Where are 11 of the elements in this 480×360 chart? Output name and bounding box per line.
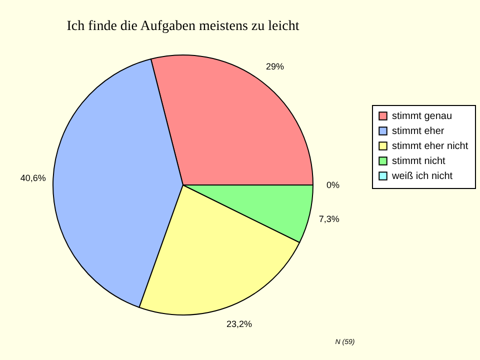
data-label: 23,2%	[226, 319, 252, 330]
legend-label: weiß ich nicht	[391, 171, 453, 182]
data-label: 29%	[266, 62, 284, 72]
data-label: 40,6%	[20, 172, 46, 183]
data-label: 7,3%	[318, 214, 340, 224]
legend-label: stimmt nicht	[392, 156, 446, 167]
legend-label: stimmt eher	[392, 126, 445, 137]
legend-label: stimmt genau	[392, 111, 452, 122]
text: 0%	[326, 180, 340, 190]
legend-label: stimmt eher nicht	[392, 141, 468, 152]
chart-title: Ich finde die Aufgaben meistens zu leicht	[66, 19, 300, 34]
